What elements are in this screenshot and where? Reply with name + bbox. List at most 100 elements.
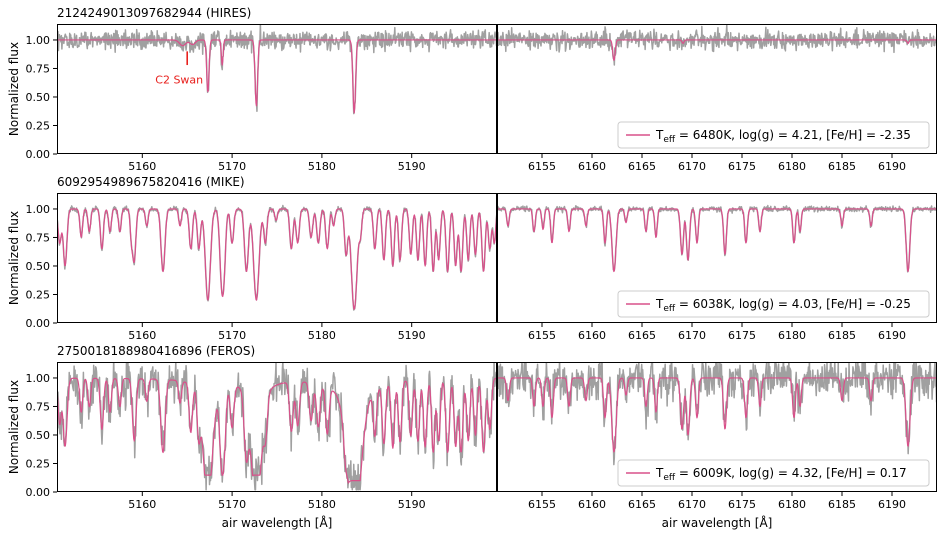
y-tick-label: 0.50: [26, 91, 51, 104]
x-tick-label: 5190: [398, 160, 426, 173]
x-tick-label: 6155: [528, 160, 556, 173]
panel-title: 2750018188980416896 (FEROS): [57, 344, 255, 358]
x-tick-label: 6185: [828, 498, 856, 511]
y-tick-label: 0.00: [26, 148, 51, 161]
x-tick-label: 6190: [878, 329, 906, 342]
legend-label: Teff = 6480K, log(g) = 4.21, [Fe/H] = -2…: [655, 128, 911, 145]
panel-left-row-1: 5160 5170 5180 5190 0.00 0.25 0.50 0.75 1.00 C2 S…: [26, 24, 497, 173]
panel-right-row-1: 6155 6160 6165 6170 6175 6180 6185 6190 Teff = 6…: [497, 24, 937, 173]
legend-label-rest: = 6038K, log(g) = 4.03, [Fe/H] = -0.25: [675, 297, 911, 311]
y-tick-label: 0.75: [26, 231, 51, 244]
x-tick-label: 6160: [578, 498, 606, 511]
y-axis-label: Normalized flux: [7, 42, 21, 136]
y-tick-label: 0.50: [26, 260, 51, 273]
x-tick-label: 5170: [218, 329, 246, 342]
observed-spectrum-line: [57, 24, 497, 115]
axes-frame: [57, 362, 497, 492]
y-axis-label: Normalized flux: [7, 211, 21, 305]
y-tick-label: 0.00: [26, 317, 51, 330]
x-tick-label: 5190: [398, 498, 426, 511]
observed-spectrum-line: [497, 204, 937, 273]
legend-label-prefix: T: [655, 466, 664, 480]
panel-title: 6092954989675820416 (MIKE): [57, 175, 245, 189]
x-tick-label: 6155: [528, 329, 556, 342]
axes-frame: [497, 362, 937, 492]
x-tick-label: 6160: [578, 329, 606, 342]
y-tick-label: 0.75: [26, 62, 51, 75]
x-tick-label: 6180: [778, 160, 806, 173]
y-tick-label: 1.00: [26, 203, 51, 216]
x-tick-label: 5180: [308, 498, 336, 511]
x-tick-label: 6170: [678, 160, 706, 173]
legend: Teff = 6009K, log(g) = 4.32, [Fe/H] = 0.…: [617, 459, 930, 487]
x-tick-label: 6180: [778, 329, 806, 342]
x-tick-label: 6190: [878, 498, 906, 511]
observed-spectrum-line: [57, 362, 497, 491]
panel-left-row-2: 5160 5170 5180 5190 0.00 0.25 0.50 0.75 1.00: [26, 193, 497, 342]
y-tick-label: 1.00: [26, 372, 51, 385]
x-tick-label: 6190: [878, 160, 906, 173]
annotation-label: C2 Swan: [155, 73, 203, 86]
x-tick-label: 6170: [678, 498, 706, 511]
legend-box: [617, 459, 930, 487]
legend-label-subscript: eff: [663, 135, 676, 145]
x-tick-label: 6165: [628, 329, 656, 342]
y-tick-label: 0.25: [26, 119, 51, 132]
model-spectrum-line: [57, 377, 497, 484]
panel-right-row-3: 6155 6160 6165 6170 6175 6180 6185 6190 Teff = 6…: [497, 362, 937, 511]
observed-spectrum-line: [497, 24, 937, 66]
model-spectrum-line: [497, 377, 937, 453]
x-tick-label: 5160: [128, 160, 156, 173]
x-tick-label: 6185: [828, 160, 856, 173]
legend: Teff = 6038K, log(g) = 4.03, [Fe/H] = -0…: [617, 290, 930, 318]
legend: Teff = 6480K, log(g) = 4.21, [Fe/H] = -2…: [617, 121, 930, 149]
axes-frame: [57, 24, 497, 154]
y-tick-label: 0.50: [26, 429, 51, 442]
y-tick-label: 0.00: [26, 486, 51, 499]
panel-right-row-2: 6155 6160 6165 6170 6175 6180 6185 6190 Teff = 6…: [497, 193, 937, 342]
y-tick-label: 0.25: [26, 457, 51, 470]
axes-frame: [57, 193, 497, 323]
legend-label-rest: = 6480K, log(g) = 4.21, [Fe/H] = -2.35: [675, 128, 911, 142]
x-tick-label: 5180: [308, 160, 336, 173]
panel-title: 2124249013097682944 (HIRES): [57, 6, 251, 20]
model-spectrum-line: [57, 208, 497, 310]
x-tick-label: 6180: [778, 498, 806, 511]
panel-left-row-3: 5160 5170 5180 5190 0.00 0.25 0.50 0.75 1.00: [26, 362, 497, 511]
model-spectrum-line: [497, 208, 937, 273]
legend-label-subscript: eff: [663, 473, 676, 483]
model-spectrum-line: [497, 39, 937, 61]
x-tick-label: 6175: [728, 498, 756, 511]
x-tick-label: 6155: [528, 498, 556, 511]
x-tick-label: 6160: [578, 160, 606, 173]
legend-label-prefix: T: [655, 297, 664, 311]
x-tick-label: 5170: [218, 498, 246, 511]
legend-box: [617, 121, 930, 149]
x-axis-label-left: air wavelength [Å]: [222, 515, 333, 530]
x-tick-label: 6175: [728, 160, 756, 173]
legend-label: Teff = 6038K, log(g) = 4.03, [Fe/H] = -0…: [655, 297, 911, 314]
y-tick-label: 0.75: [26, 400, 51, 413]
x-tick-label: 5180: [308, 329, 336, 342]
legend-box: [617, 290, 930, 318]
model-spectrum-line: [57, 39, 497, 114]
x-tick-label: 6185: [828, 329, 856, 342]
y-tick-label: 0.25: [26, 288, 51, 301]
axes-frame: [497, 193, 937, 323]
x-tick-label: 6175: [728, 329, 756, 342]
legend-label-subscript: eff: [663, 304, 676, 314]
observed-spectrum-line: [497, 362, 937, 466]
x-tick-label: 6170: [678, 329, 706, 342]
axes-frame: [497, 24, 937, 154]
x-tick-label: 5160: [128, 329, 156, 342]
x-tick-label: 6165: [628, 498, 656, 511]
legend-label: Teff = 6009K, log(g) = 4.32, [Fe/H] = 0.…: [655, 466, 907, 483]
legend-label-prefix: T: [655, 128, 664, 142]
x-tick-label: 5170: [218, 160, 246, 173]
y-tick-label: 1.00: [26, 34, 51, 47]
y-axis-label: Normalized flux: [7, 380, 21, 474]
x-tick-label: 5190: [398, 329, 426, 342]
x-axis-label-right: air wavelength [Å]: [662, 515, 773, 530]
x-tick-label: 5160: [128, 498, 156, 511]
